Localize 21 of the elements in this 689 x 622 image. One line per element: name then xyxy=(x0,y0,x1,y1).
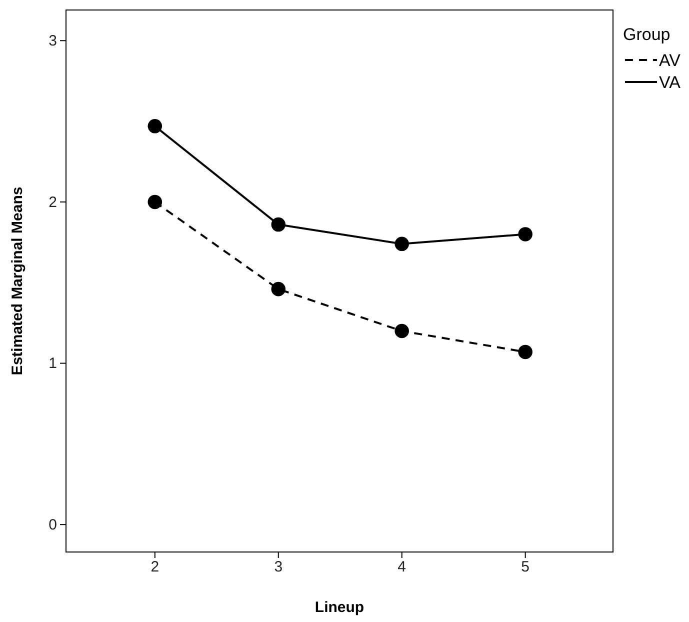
point xyxy=(271,282,286,296)
y-tick-label: 0 xyxy=(48,516,57,534)
legend-title: Group xyxy=(623,25,670,44)
x-tick-label: 3 xyxy=(274,558,283,576)
point xyxy=(271,217,286,232)
y-tick-label: 2 xyxy=(48,194,57,211)
point xyxy=(394,236,409,252)
point xyxy=(518,344,532,360)
point xyxy=(518,227,532,242)
y-tick-label: 1 xyxy=(48,355,57,372)
x-tick-label: 5 xyxy=(521,558,530,576)
legend-label: AV xyxy=(659,51,682,70)
x-tick-label: 4 xyxy=(398,558,406,576)
x-axis-title: Lineup xyxy=(314,599,364,616)
y-tick-label: 3 xyxy=(48,32,57,50)
legend-label: VA xyxy=(659,73,682,92)
point xyxy=(394,324,409,338)
point xyxy=(148,194,162,210)
point xyxy=(148,119,162,134)
x-tick-label: 2 xyxy=(150,558,160,576)
y-axis-title: Estimated Marginal Means xyxy=(9,186,26,376)
